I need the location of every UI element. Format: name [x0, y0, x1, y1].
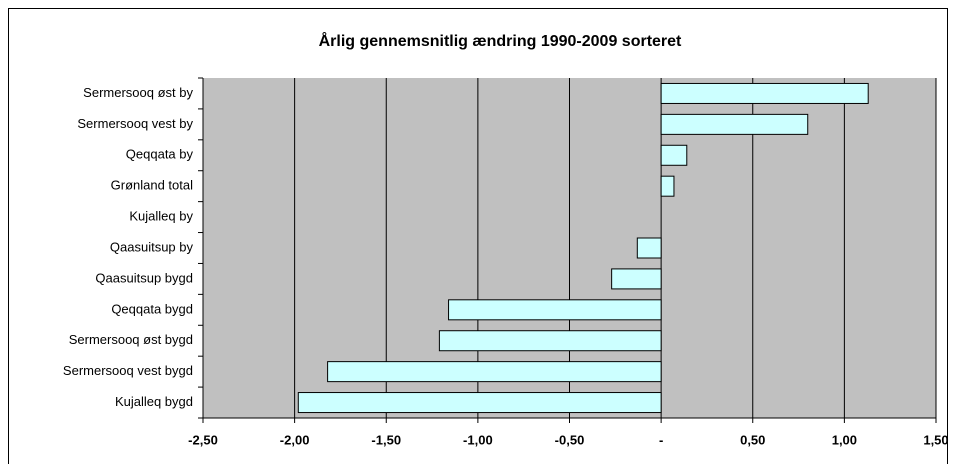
- bar: [660, 175, 675, 197]
- bar: [448, 299, 662, 321]
- y-tick-label: Qaasuitsup bygd: [95, 270, 193, 285]
- chart-title: Årlig gennemsnitlig ændring 1990-2009 so…: [319, 31, 682, 50]
- y-tick-label: Qeqqata bygd: [111, 301, 193, 316]
- bar: [660, 144, 688, 166]
- x-tick-label: -2,00: [280, 432, 310, 447]
- x-tick-label: -0,50: [555, 432, 585, 447]
- bar: [660, 113, 809, 135]
- x-tick-label: -: [659, 432, 663, 447]
- y-tick-label: Kujalleq bygd: [115, 394, 193, 409]
- bar: [611, 268, 662, 290]
- bar: [660, 82, 869, 104]
- x-tick-label: -2,50: [188, 432, 218, 447]
- y-tick-label: Grønland total: [111, 178, 193, 193]
- y-tick-label: Sermersooq øst bygd: [69, 332, 193, 347]
- x-tick-label: -1,00: [463, 432, 493, 447]
- y-tick-label: Qeqqata by: [126, 147, 194, 162]
- y-tick-label: Qaasuitsup by: [110, 239, 194, 254]
- bar: [438, 330, 662, 352]
- bar: [327, 361, 662, 383]
- x-tick-label: -1,50: [371, 432, 401, 447]
- y-tick-label: Sermersooq øst by: [83, 85, 193, 100]
- y-tick-label: Sermersooq vest bygd: [63, 363, 193, 378]
- bar: [636, 237, 662, 259]
- x-tick-label: 0,50: [740, 432, 765, 447]
- x-tick-label: 1,50: [923, 432, 948, 447]
- bar: [297, 392, 662, 414]
- y-tick-label: Sermersooq vest by: [77, 116, 193, 131]
- x-tick-label: 1,00: [832, 432, 857, 447]
- y-tick-label: Kujalleq by: [129, 209, 193, 224]
